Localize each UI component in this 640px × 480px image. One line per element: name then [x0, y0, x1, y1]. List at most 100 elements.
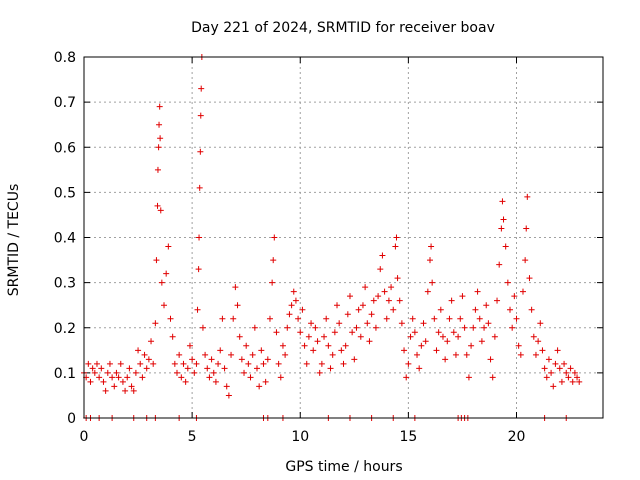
data-point — [468, 342, 475, 349]
data-point — [522, 257, 529, 264]
data-point — [450, 329, 457, 336]
data-point — [254, 365, 260, 372]
data-point — [308, 320, 315, 327]
data-point — [571, 369, 578, 376]
data-point — [552, 360, 559, 367]
data-point — [375, 293, 382, 300]
data-point — [444, 338, 451, 345]
y-tick-label: 0.3 — [54, 276, 76, 292]
data-point — [163, 270, 170, 277]
data-point — [366, 338, 373, 345]
data-point — [197, 148, 204, 155]
data-point — [455, 333, 462, 340]
data-point — [513, 315, 520, 322]
data-point — [390, 306, 397, 313]
data-point — [182, 378, 189, 385]
data-point — [113, 369, 120, 376]
data-point — [494, 297, 501, 304]
data-point — [301, 342, 308, 349]
data-point — [279, 342, 286, 349]
data-point — [418, 342, 425, 349]
data-point — [463, 351, 470, 358]
data-points — [81, 54, 583, 421]
data-point — [102, 387, 109, 394]
data-point — [500, 216, 507, 223]
data-point — [565, 374, 572, 381]
data-point — [303, 360, 310, 367]
data-point — [238, 356, 245, 363]
data-point — [135, 347, 142, 354]
data-point — [567, 365, 574, 372]
data-point — [394, 275, 401, 282]
data-point — [424, 288, 431, 295]
data-point — [416, 365, 423, 372]
data-point — [359, 302, 366, 309]
data-point — [340, 360, 347, 367]
data-point — [212, 378, 219, 385]
data-point — [357, 333, 364, 340]
data-point — [115, 374, 122, 381]
data-point — [269, 279, 276, 286]
data-point — [275, 360, 282, 367]
data-point — [535, 338, 542, 345]
data-point — [523, 225, 530, 232]
data-point — [132, 369, 139, 376]
data-point — [329, 351, 336, 358]
data-point — [221, 365, 228, 372]
data-point — [396, 297, 403, 304]
data-point — [243, 342, 250, 349]
data-point — [349, 329, 356, 336]
y-tick-label: 0.2 — [54, 321, 76, 337]
data-point — [89, 365, 96, 372]
data-point — [392, 243, 399, 250]
data-point — [193, 360, 200, 367]
data-point — [403, 374, 410, 381]
data-point — [539, 347, 546, 354]
data-point — [262, 378, 269, 385]
data-point — [427, 257, 433, 264]
data-point — [264, 356, 271, 363]
data-point — [87, 378, 94, 385]
data-point — [461, 324, 468, 331]
x-axis-label: GPS time / hours — [285, 459, 402, 475]
data-point — [153, 257, 160, 264]
data-point — [241, 369, 248, 376]
data-point — [448, 297, 455, 304]
data-point — [156, 103, 163, 110]
data-point — [472, 306, 479, 313]
data-point — [316, 369, 323, 376]
y-axis-label: SRMTID / TECUs — [6, 184, 22, 297]
data-point — [130, 387, 137, 394]
data-point — [173, 369, 180, 376]
data-point — [504, 279, 511, 286]
data-point — [270, 257, 277, 264]
data-point — [576, 378, 583, 385]
data-point — [245, 360, 252, 367]
data-point — [414, 351, 421, 358]
data-point — [509, 324, 516, 331]
data-point — [85, 360, 92, 367]
data-point — [196, 234, 203, 241]
data-point — [459, 293, 466, 300]
data-point — [496, 261, 503, 268]
data-point — [530, 333, 537, 340]
data-point — [487, 356, 494, 363]
data-point — [150, 360, 157, 367]
data-point — [215, 360, 222, 367]
data-point — [318, 360, 325, 367]
data-point — [489, 374, 496, 381]
data-point — [334, 302, 341, 309]
data-point — [554, 347, 561, 354]
data-point — [137, 360, 144, 367]
data-point — [407, 333, 414, 340]
data-point — [106, 360, 113, 367]
data-point — [197, 112, 204, 119]
data-point — [266, 315, 273, 322]
data-point — [180, 360, 187, 367]
data-point — [96, 374, 103, 381]
data-point — [370, 297, 377, 304]
data-point — [411, 329, 418, 336]
data-point — [526, 275, 533, 282]
data-point — [485, 320, 492, 327]
